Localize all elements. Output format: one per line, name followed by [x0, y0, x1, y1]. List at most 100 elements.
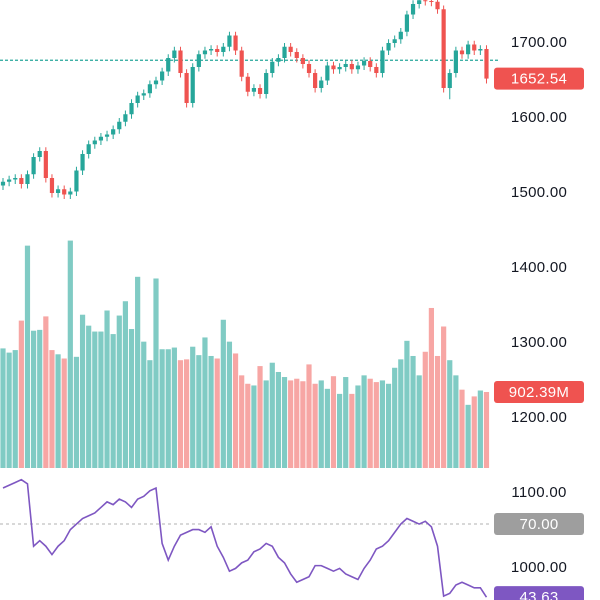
- volume-bar: [177, 360, 184, 468]
- candle-body: [74, 170, 79, 192]
- volume-bar: [392, 367, 398, 468]
- candle-body: [300, 57, 305, 64]
- volume-bar: [441, 326, 447, 468]
- candle-body: [343, 63, 348, 67]
- candle-body: [398, 31, 403, 40]
- volume-bar: [116, 315, 122, 468]
- candle-body: [227, 35, 232, 47]
- candle-body: [55, 189, 61, 193]
- candle-body: [484, 48, 489, 79]
- price-tick-label: 1000.00: [511, 559, 567, 576]
- volume-bar: [410, 355, 416, 468]
- candle-body: [0, 181, 6, 186]
- candle-body: [68, 191, 73, 195]
- volume-bar: [153, 278, 159, 468]
- volume-bar: [245, 383, 251, 468]
- volume-bar: [373, 382, 379, 468]
- candle-body: [276, 57, 281, 62]
- last-price-label: 1652.54: [511, 71, 567, 88]
- rsi-line: [2, 478, 488, 598]
- candle-body: [202, 50, 208, 55]
- candle-body: [331, 65, 336, 70]
- volume-bar: [251, 385, 257, 468]
- volume-bar: [288, 380, 294, 468]
- volume-bar: [141, 341, 147, 468]
- candle-body: [178, 50, 183, 73]
- candle-body: [233, 35, 238, 51]
- candle-body: [129, 102, 134, 115]
- volume-bar: [220, 319, 226, 468]
- candle-body: [453, 50, 458, 73]
- volume-bar: [12, 350, 18, 468]
- volume-bar: [37, 329, 43, 468]
- volume-bar: [447, 360, 453, 468]
- volume-bar: [312, 383, 318, 468]
- volume-bar: [135, 276, 141, 468]
- candle-body: [245, 76, 250, 92]
- candle-body: [380, 50, 385, 73]
- last-rsi-label-box: [494, 586, 584, 600]
- volume-bar: [122, 301, 128, 468]
- volume-bar: [49, 350, 55, 468]
- volume-bar: [422, 351, 428, 468]
- volume-bar: [196, 355, 202, 468]
- volume-bar: [477, 390, 483, 468]
- candle-body: [19, 177, 24, 184]
- candle-body: [251, 87, 257, 92]
- candle-body: [294, 51, 299, 58]
- candle-body: [104, 134, 110, 137]
- volume-bar: [110, 334, 116, 468]
- candle-body: [404, 14, 410, 32]
- volume-bar: [355, 385, 361, 468]
- volume-bar: [55, 354, 61, 468]
- candle-body: [98, 136, 104, 141]
- volume-bar: [184, 359, 190, 468]
- volume-bar: [239, 375, 245, 468]
- volume-bar: [367, 378, 373, 468]
- candle-body: [257, 87, 263, 94]
- last-price-label-box: [494, 67, 584, 90]
- candle-body: [25, 174, 30, 184]
- rsi-upper-label-box: [494, 513, 584, 536]
- candle-body: [355, 65, 361, 70]
- price-tick-label: 1100.00: [511, 484, 566, 501]
- volume-bar: [214, 358, 220, 468]
- candle-body: [306, 63, 312, 73]
- volume-bar: [92, 331, 98, 468]
- volume-bar: [18, 320, 24, 468]
- last-volume-label: 902.39M: [509, 384, 569, 401]
- volume-bar: [465, 404, 471, 468]
- volume-bar: [73, 356, 80, 468]
- candle-body: [31, 156, 36, 175]
- volume-bar: [79, 314, 86, 468]
- candle-body: [147, 84, 152, 94]
- volume-bar: [434, 355, 441, 468]
- candle-body: [196, 54, 201, 67]
- candle-body: [325, 65, 330, 81]
- last-volume-label-box: [494, 380, 584, 403]
- candle-body: [190, 66, 195, 103]
- volume-bar: [318, 380, 324, 468]
- volume-bar: [416, 375, 422, 468]
- candle-body: [466, 44, 471, 55]
- candle-body: [361, 60, 367, 66]
- volume-bar: [24, 245, 31, 468]
- volume-bar: [208, 355, 214, 468]
- candle-body: [184, 72, 189, 103]
- volume-bar: [128, 329, 135, 468]
- volume-bar: [226, 341, 233, 468]
- candle-body: [153, 80, 159, 85]
- candle-body: [417, 0, 422, 4]
- volume-bar: [31, 330, 37, 468]
- volume-bar: [6, 352, 12, 468]
- volume-bar: [67, 240, 73, 468]
- candle-body: [435, 1, 440, 10]
- volume-bar: [471, 396, 477, 468]
- candle-body: [43, 150, 48, 178]
- volume-bar: [281, 377, 288, 468]
- volume-bar: [379, 380, 386, 468]
- candle-body: [92, 140, 97, 145]
- rsi-upper-label: 70.00: [519, 516, 558, 533]
- candle-body: [13, 177, 18, 180]
